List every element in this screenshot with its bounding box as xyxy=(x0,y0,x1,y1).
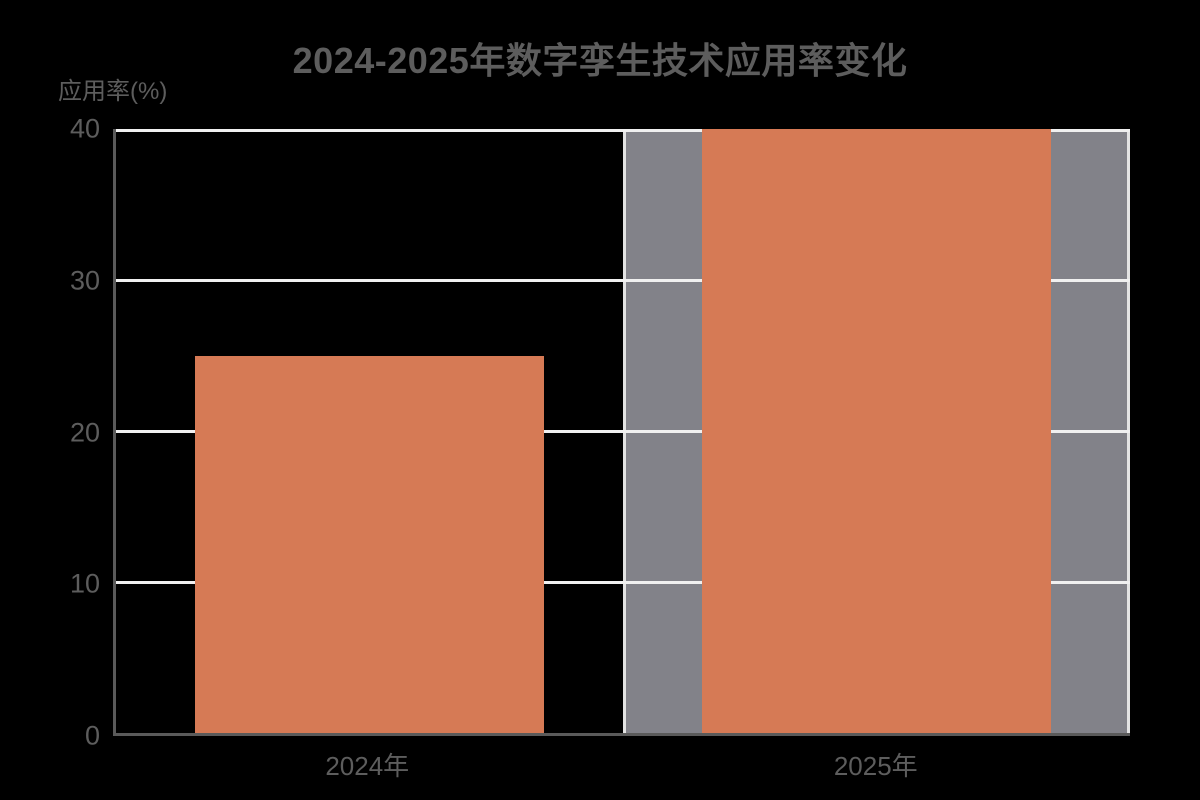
gridline-40 xyxy=(116,129,1130,132)
plot-area xyxy=(113,129,1130,736)
y-tick-label-0: 0 xyxy=(84,720,100,751)
gridline-10 xyxy=(116,580,1130,584)
grid-layer xyxy=(116,129,1130,733)
x-tick-label-2025年: 2025年 xyxy=(833,751,918,781)
bar-2025年[interactable] xyxy=(702,129,1051,733)
gridline-30 xyxy=(116,278,1130,282)
y-tick-label-40: 40 xyxy=(69,113,100,144)
gridline-20 xyxy=(116,429,1130,433)
y-axis-title: 应用率(%) xyxy=(58,78,168,105)
chart-title: 2024-2025年数字孪生技术应用率变化 xyxy=(292,40,908,81)
bar-2024年[interactable] xyxy=(195,355,544,733)
y-tick-label-20: 20 xyxy=(69,417,100,447)
y-axis-tick-labels: 0 10 20 30 40 xyxy=(0,114,100,751)
y-tick-label-10: 10 xyxy=(69,568,100,599)
y-tick-label-30: 30 xyxy=(69,265,100,296)
bar-layer xyxy=(116,129,1130,733)
x-tick-label-2024年: 2024年 xyxy=(325,751,410,781)
x-axis-tick-labels: 2024年 2025年 xyxy=(113,746,1130,782)
